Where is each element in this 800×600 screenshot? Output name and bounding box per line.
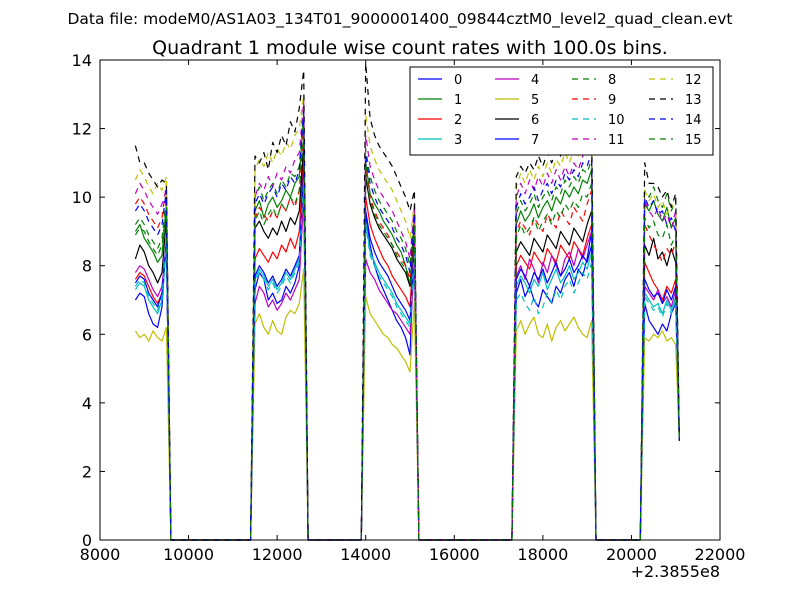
series-line-4 — [134, 196, 680, 541]
legend-label-8: 8 — [608, 73, 616, 88]
y-tick-label: 0 — [82, 531, 92, 550]
legend-label-3: 3 — [454, 133, 462, 148]
series-line-13 — [134, 62, 680, 541]
series-line-8 — [134, 107, 680, 541]
series-line-12 — [134, 93, 680, 541]
x-tick-label: 12000 — [252, 545, 303, 564]
legend-label-0: 0 — [454, 73, 462, 88]
series-line-14 — [134, 110, 680, 541]
series-line-7 — [134, 169, 680, 541]
y-tick-label: 4 — [82, 394, 92, 413]
series-line-3 — [134, 176, 680, 541]
legend-label-14: 14 — [685, 113, 702, 128]
x-tick-label: 8000 — [80, 545, 121, 564]
y-tick-label: 12 — [72, 120, 92, 139]
legend-label-7: 7 — [531, 133, 539, 148]
y-tick-label: 10 — [72, 188, 92, 207]
x-tick-label: 16000 — [429, 545, 480, 564]
series-line-15 — [134, 134, 680, 541]
legend-label-1: 1 — [454, 93, 462, 108]
y-tick-label: 14 — [72, 51, 92, 70]
x-tick-label: 22000 — [695, 545, 746, 564]
legend-label-6: 6 — [531, 113, 539, 128]
legend-label-12: 12 — [685, 73, 702, 88]
series-line-1 — [134, 114, 680, 541]
series-line-9 — [134, 128, 680, 541]
axis-ticks: 8000 10000 12000 14000 16000 18000 20000 22000 0… — [72, 51, 746, 564]
series-line-5 — [134, 268, 680, 541]
legend-label-5: 5 — [531, 93, 539, 108]
file-title: Data file: modeM0/AS1A03_134T01_90000014… — [67, 10, 732, 29]
y-tick-label: 6 — [82, 325, 92, 344]
x-tick-label: 14000 — [340, 545, 391, 564]
x-tick-label: 18000 — [517, 545, 568, 564]
legend-box — [409, 66, 714, 156]
x-offset-label: +2.3855e8 — [631, 562, 720, 581]
legend-label-4: 4 — [531, 73, 539, 88]
x-tick-label: 10000 — [163, 545, 214, 564]
y-tick-label: 8 — [82, 257, 92, 276]
plot-frame — [99, 59, 721, 541]
y-tick-label: 2 — [82, 462, 92, 481]
legend-label-13: 13 — [685, 93, 702, 108]
legend-label-11: 11 — [608, 133, 625, 148]
series-line-2 — [134, 155, 680, 541]
series-line-10 — [134, 179, 680, 541]
legend-label-10: 10 — [608, 113, 625, 128]
legend-label-15: 15 — [685, 133, 702, 148]
x-tick-label: 20000 — [606, 545, 657, 564]
series-line-0 — [134, 169, 680, 541]
legend-label-2: 2 — [454, 113, 462, 128]
legend-label-9: 9 — [608, 93, 616, 108]
chart-title: Quadrant 1 module wise count rates with … — [152, 37, 668, 59]
